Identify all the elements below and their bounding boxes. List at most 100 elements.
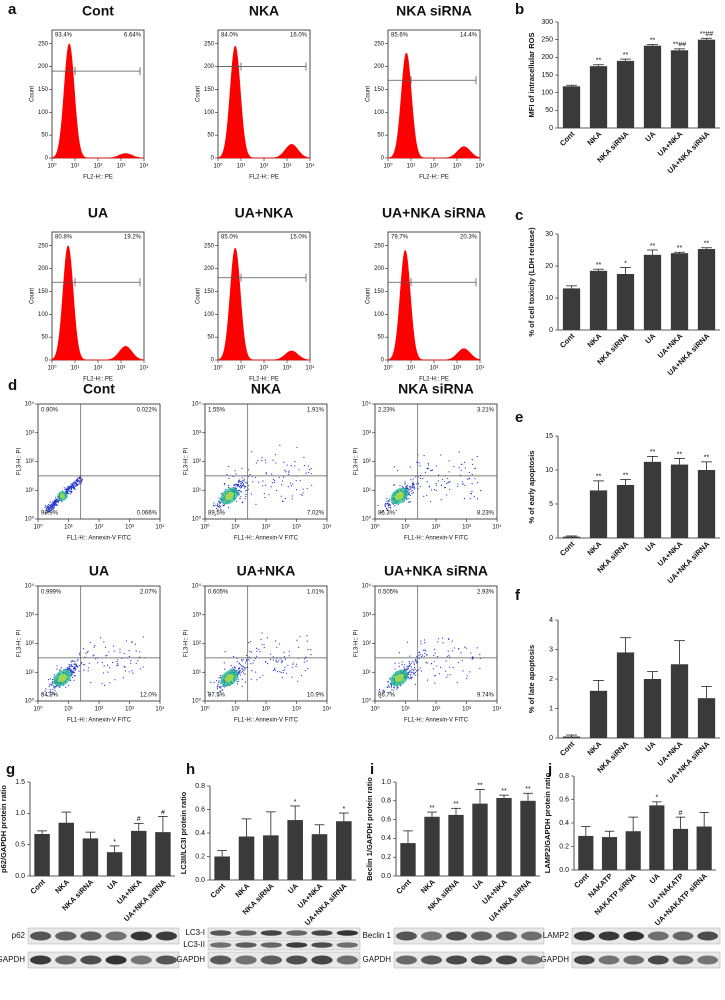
event-dot: [49, 508, 51, 511]
event-dot: [239, 487, 241, 489]
y-axis-label: Count: [196, 288, 202, 304]
gate-percent: 6.64%: [124, 33, 142, 39]
event-dot: [285, 471, 287, 473]
x-tick-label: NKA: [585, 739, 603, 757]
x-tick-label: Cont: [558, 539, 577, 558]
event-dot: [264, 459, 267, 461]
event-dot: [93, 646, 95, 648]
event-dot: [67, 490, 69, 492]
y-tick-label: 10²: [25, 459, 34, 465]
event-dot: [458, 451, 460, 453]
event-dot: [273, 482, 276, 484]
event-dot: [238, 680, 240, 682]
event-dot: [272, 659, 274, 661]
blot-label: LC3-I: [185, 928, 205, 937]
event-dot: [61, 667, 63, 669]
event-dot: [462, 670, 464, 672]
event-dot: [275, 462, 277, 464]
x-axis-label: FL1-H:: Annexin-V FITC: [404, 718, 469, 724]
event-dot: [216, 688, 219, 690]
panel-label: d: [8, 377, 17, 394]
event-dot: [89, 641, 91, 643]
event-dot: [79, 477, 81, 479]
event-dot: [227, 484, 230, 487]
event-dot: [218, 681, 220, 683]
event-dot: [283, 656, 286, 658]
event-dot: [447, 477, 449, 480]
y-tick-label: 0.6: [195, 806, 205, 813]
event-dot: [217, 685, 219, 687]
gate-percent: 80.8%: [55, 235, 73, 241]
event-dot: [245, 495, 247, 498]
event-dot: [78, 654, 80, 656]
event-dot: [393, 686, 395, 688]
event-dot: [399, 485, 401, 487]
y-tick-label: 200: [204, 266, 215, 272]
bar: [336, 821, 352, 880]
event-dot: [217, 683, 219, 685]
event-dot: [59, 686, 61, 688]
event-dot: [68, 490, 70, 493]
event-dot: [440, 484, 443, 486]
y-tick-label: 0.0: [15, 873, 25, 880]
bar: [562, 86, 581, 128]
event-dot: [398, 665, 400, 667]
event-dot: [242, 672, 245, 674]
event-dot: [232, 656, 235, 658]
event-dot: [409, 488, 411, 490]
event-dot: [72, 672, 74, 674]
event-dot: [272, 670, 275, 672]
event-dot: [266, 637, 268, 639]
blot-band: [697, 955, 719, 965]
event-dot: [244, 668, 246, 670]
event-dot: [48, 685, 50, 688]
event-dot: [460, 469, 462, 471]
event-dot: [388, 680, 390, 683]
event-dot: [408, 676, 410, 678]
x-axis-label: FL2-H:: PE: [419, 175, 449, 181]
blot-band: [471, 955, 492, 965]
event-dot: [235, 473, 237, 475]
event-dot: [68, 486, 70, 488]
significance-label: **: [650, 243, 656, 250]
event-dot: [101, 661, 103, 664]
events: [378, 637, 481, 699]
event-dot: [294, 460, 296, 463]
event-dot: [69, 669, 72, 671]
y-tick-label: 10¹: [25, 670, 34, 676]
blot-band: [521, 955, 542, 965]
event-dot: [101, 683, 103, 685]
event-dot: [106, 664, 109, 666]
event-dot: [79, 482, 81, 485]
event-dot: [242, 665, 244, 667]
event-dot: [209, 694, 211, 696]
event-dot: [283, 651, 285, 653]
quadrant-percent: 1.01%: [307, 590, 325, 596]
x-tick-label: UA+NKA siRNA: [303, 881, 349, 927]
blot-band: [260, 942, 282, 948]
event-dot: [423, 495, 425, 497]
event-dot: [236, 683, 238, 685]
y-tick-label: 10²: [25, 641, 34, 647]
event-dot: [47, 505, 49, 507]
event-density: [59, 493, 65, 499]
significance-label: **: [453, 801, 459, 808]
event-dot: [228, 465, 230, 468]
event-dot: [403, 664, 406, 666]
event-dot: [213, 502, 215, 504]
event-dot: [476, 498, 479, 500]
event-dot: [128, 671, 130, 673]
event-dot: [414, 671, 416, 673]
y-axis-label: FL3-H:: PI: [17, 629, 23, 657]
event-dot: [243, 667, 245, 669]
event-dot: [387, 686, 389, 688]
event-dot: [419, 485, 421, 488]
x-tick-label: Cont: [394, 877, 413, 896]
event-dot: [302, 488, 304, 490]
event-dot: [406, 487, 408, 489]
event-dot: [408, 673, 410, 675]
event-dot: [289, 482, 292, 484]
event-dot: [217, 509, 219, 511]
event-dot: [410, 678, 412, 680]
